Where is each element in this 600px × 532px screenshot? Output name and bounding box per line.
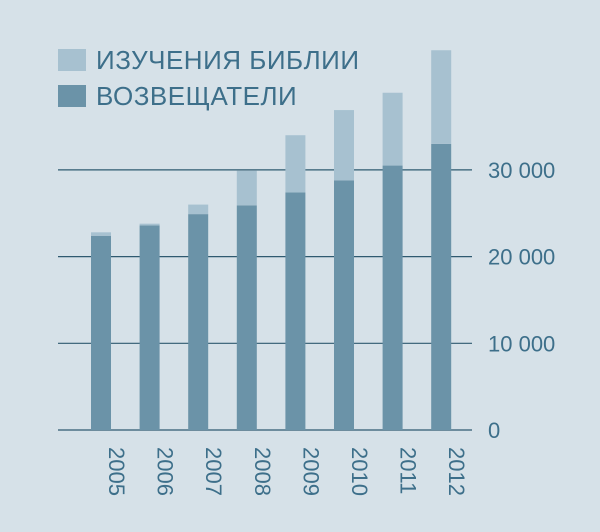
bars [91,50,452,430]
y-axis-labels: 0 10 000 20 000 30 000 [488,158,555,443]
x-tick-label-2007: 2007 [201,447,226,496]
bar-bible-studies-2012 [431,50,452,144]
x-tick-label-2010: 2010 [347,447,372,496]
bar-publishers-2008 [236,205,257,430]
x-tick-label-2008: 2008 [250,447,275,496]
x-tick-label-2012: 2012 [444,447,469,496]
bar-publishers-2012 [431,143,452,430]
legend-label-publishers: ВОЗВЕЩАТЕЛИ [96,81,297,111]
bar-bible-studies-2010 [334,110,354,181]
legend-label-bible-studies: ИЗУЧЕНИЯ БИБЛИИ [96,45,360,75]
y-tick-label: 30 000 [488,158,555,183]
bar-publishers-2007 [188,214,209,430]
bar-publishers-2006 [139,225,160,430]
y-tick-label: 0 [488,418,500,443]
bar-publishers-2010 [334,180,354,430]
x-tick-label-2009: 2009 [298,447,323,496]
legend: ИЗУЧЕНИЯ БИБЛИИ ВОЗВЕЩАТЕЛИ [58,45,360,111]
gridlines [58,169,472,431]
bar-bible-studies-2008 [236,170,257,206]
bar-bible-studies-2009 [285,135,306,193]
legend-swatch-bible-studies [58,49,86,71]
y-tick-label: 20 000 [488,245,555,270]
bar-publishers-2005 [91,235,111,430]
legend-swatch-publishers [58,85,86,107]
bar-bible-studies-2006 [139,223,160,226]
x-tick-label-2011: 2011 [396,447,421,494]
bar-publishers-2009 [285,192,306,430]
bar-publishers-2011 [382,165,403,430]
x-tick-label-2005: 2005 [104,447,129,496]
x-tick-label-2006: 2006 [153,447,178,496]
x-axis-labels: 2005 2006 2007 2008 2009 2010 2011 2012 [104,447,469,496]
y-tick-label: 10 000 [488,331,555,356]
bar-bible-studies-2007 [188,204,209,215]
bar-bible-studies-2005 [91,232,111,236]
bar-bible-studies-2011 [382,92,403,166]
